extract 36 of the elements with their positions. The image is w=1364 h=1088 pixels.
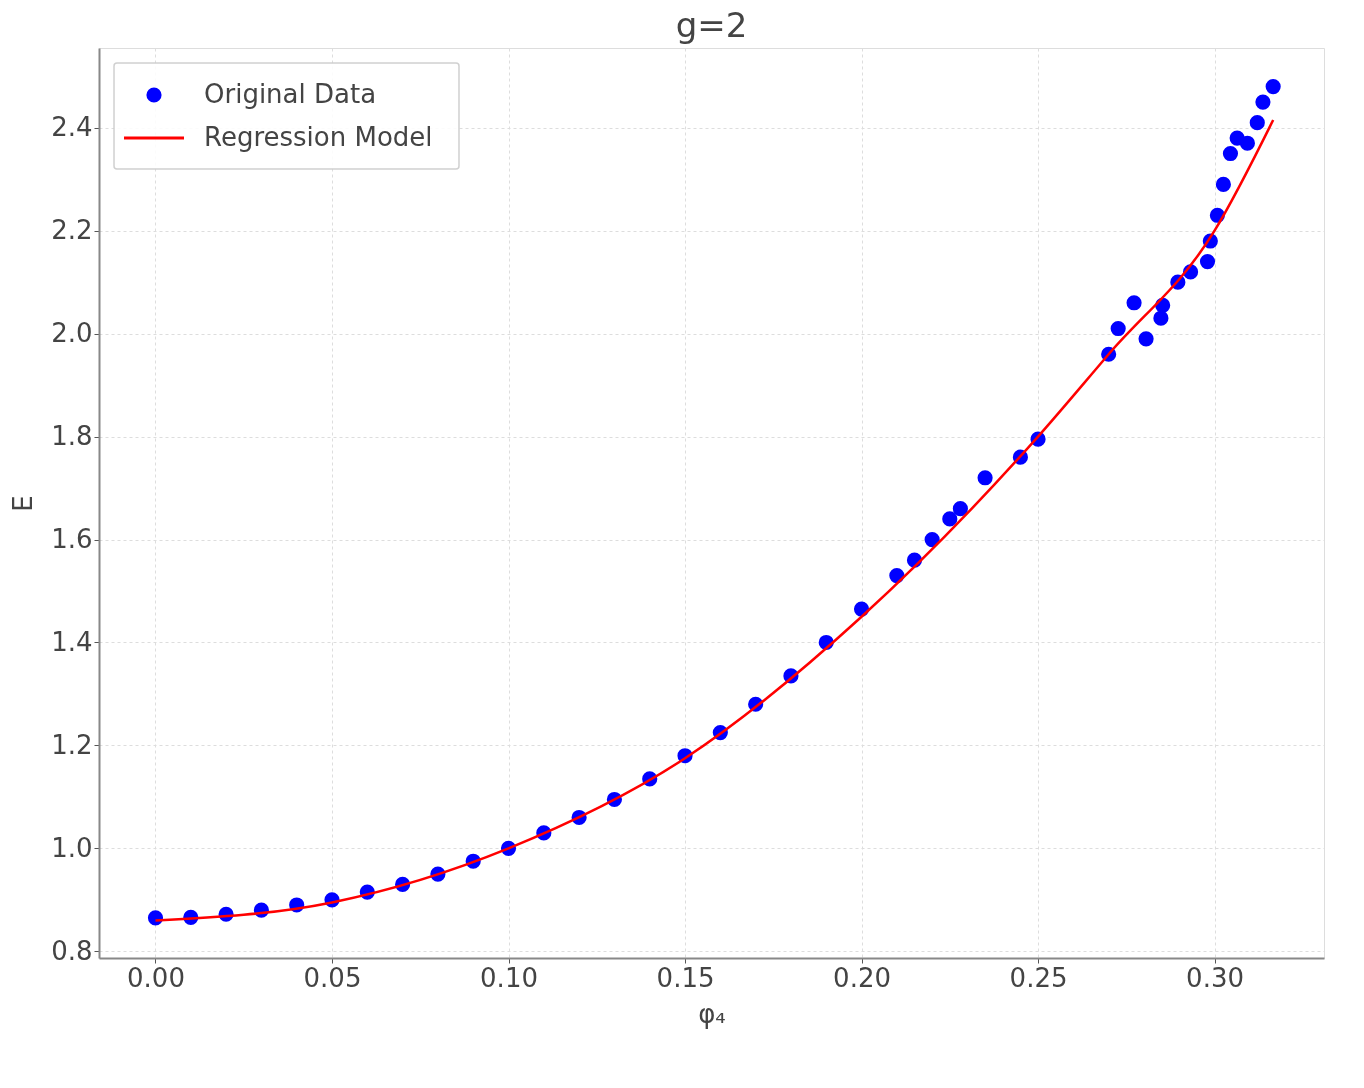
point	[1215, 176, 1231, 192]
point	[1138, 331, 1154, 347]
point	[1126, 295, 1142, 311]
x-tick-label: 0.05	[303, 962, 362, 993]
x-axis-title: φ₄	[698, 998, 726, 1029]
point	[1199, 254, 1216, 270]
point	[952, 501, 968, 517]
legend-label: Regression Model	[204, 122, 433, 152]
x-tick-label: 0.20	[833, 962, 891, 993]
x-tick-label: 0.15	[656, 962, 715, 993]
y-tick-label: 1.2	[51, 729, 93, 760]
y-tick-label: 1.8	[51, 421, 93, 452]
y-tick-label: 2.4	[51, 112, 93, 143]
x-tick-label: 0.00	[127, 962, 185, 993]
point	[924, 531, 940, 548]
point	[1265, 79, 1281, 95]
x-tick-label: 0.30	[1186, 962, 1245, 993]
point	[1222, 145, 1239, 162]
point	[1153, 310, 1169, 326]
y-tick-label: 0.8	[51, 935, 93, 966]
y-tick-label: 1.0	[51, 832, 93, 863]
point	[1110, 320, 1126, 337]
point	[942, 511, 958, 527]
point	[1255, 94, 1271, 110]
y-tick-label: 1.6	[51, 524, 93, 555]
point	[1239, 135, 1255, 151]
point	[977, 470, 993, 486]
chart-title: g=2	[675, 5, 748, 45]
x-tick-label: 0.10	[480, 962, 538, 993]
legend-label: Original Data	[204, 79, 377, 109]
y-tick-label: 1.4	[51, 626, 93, 657]
y-axis-title: E	[8, 495, 39, 512]
point	[1249, 115, 1265, 131]
y-tick-label: 2.0	[51, 318, 93, 349]
x-tick-label: 0.25	[1009, 962, 1068, 993]
y-tick-label: 2.2	[51, 215, 93, 246]
